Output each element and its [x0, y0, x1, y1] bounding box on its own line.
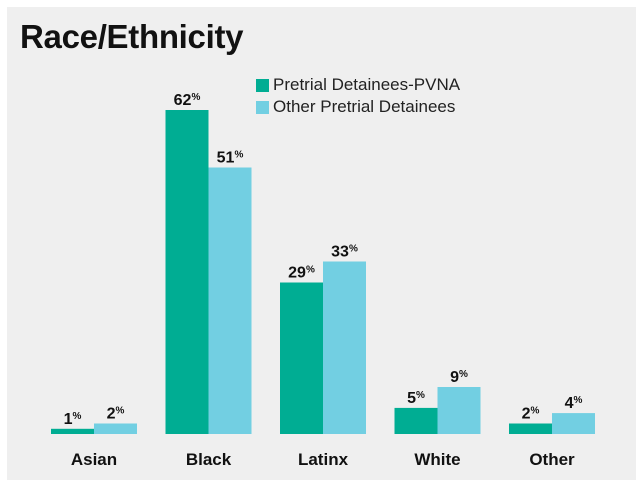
chart-title: Race/Ethnicity — [20, 18, 244, 55]
legend: Pretrial Detainees-PVNA Other Pretrial D… — [256, 74, 460, 118]
data-label-asian-series-1: 2% — [107, 406, 125, 423]
legend-swatch-pvna — [256, 78, 269, 92]
category-label-other: Other — [529, 450, 575, 469]
data-label-black-series-1: 51% — [217, 150, 244, 167]
legend-swatch-other — [256, 100, 269, 114]
data-label-white-series-1: 9% — [450, 369, 468, 386]
data-label-latinx-series-1: 33% — [331, 244, 358, 261]
data-label-black-series-0: 62% — [174, 92, 201, 109]
category-label-asian: Asian — [71, 450, 117, 469]
data-label-latinx-series-0: 29% — [288, 265, 315, 282]
legend-item-pvna: Pretrial Detainees-PVNA — [256, 74, 460, 96]
category-label-white: White — [414, 450, 460, 469]
bar-asian-series-0 — [51, 428, 94, 434]
bar-white-series-1 — [437, 387, 481, 434]
data-label-other-series-1: 4% — [565, 395, 583, 412]
legend-label-other: Other Pretrial Detainees — [273, 97, 456, 116]
category-label-latinx: Latinx — [298, 450, 349, 469]
legend-item-other: Other Pretrial Detainees — [256, 96, 460, 118]
bar-latinx-series-1 — [323, 261, 366, 434]
legend-label-pvna: Pretrial Detainees-PVNA — [273, 75, 461, 94]
data-label-white-series-0: 5% — [407, 390, 425, 407]
category-label-black: Black — [186, 450, 232, 469]
bar-black-series-1 — [208, 167, 252, 434]
bar-black-series-0 — [165, 110, 209, 434]
bar-latinx-series-0 — [280, 282, 323, 434]
data-label-asian-series-0: 1% — [64, 411, 82, 428]
bar-other-series-1 — [552, 413, 595, 434]
bar-white-series-0 — [394, 407, 438, 434]
bar-other-series-0 — [509, 423, 552, 434]
data-label-other-series-0: 2% — [522, 406, 540, 423]
bar-asian-series-1 — [94, 423, 137, 434]
